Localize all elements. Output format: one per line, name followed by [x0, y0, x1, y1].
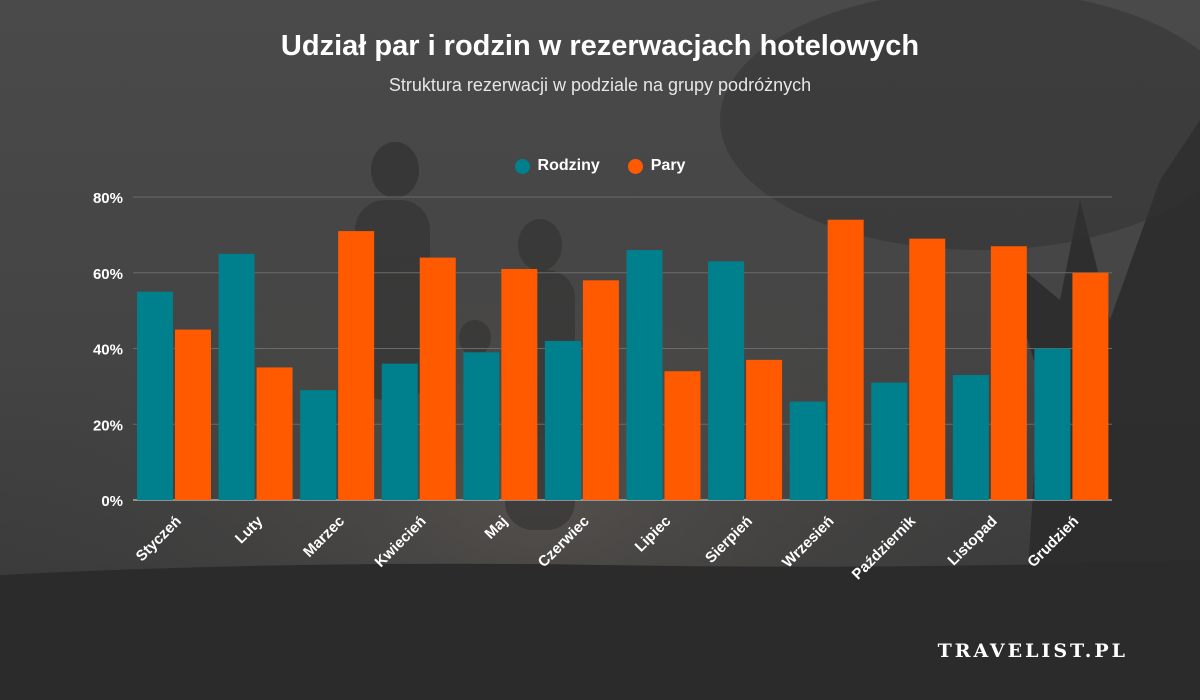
bar-rodziny — [218, 253, 255, 500]
legend-dot-pary — [627, 158, 643, 174]
bar-pary — [746, 359, 783, 500]
bar-rodziny — [952, 375, 989, 500]
bar-rodziny — [137, 291, 173, 500]
x-tick-label: Wrzesień — [779, 513, 837, 571]
bar-rodziny — [871, 382, 908, 500]
x-tick-label: Maj — [481, 513, 511, 543]
x-tick-label: Październik — [849, 512, 920, 583]
bar-pary — [338, 231, 375, 500]
y-tick-label: 80% — [93, 190, 123, 207]
bar-rodziny — [300, 390, 337, 500]
brand-logo: TRAVELIST.PL — [937, 640, 1128, 662]
bar-pary — [909, 238, 946, 500]
x-tick-label: Lipiec — [632, 513, 675, 556]
x-tick-label: Kwiecień — [372, 513, 430, 571]
bar-rodziny — [789, 401, 826, 500]
x-tick-label: Sierpień — [702, 513, 756, 567]
x-tick-label: Luty — [232, 512, 267, 547]
x-tick-label: Czerwiec — [535, 513, 593, 571]
y-tick-label: 0% — [101, 493, 123, 510]
bar-rodziny — [544, 340, 581, 500]
bar-rodziny — [381, 363, 418, 500]
bar-rodziny — [463, 352, 500, 500]
bar-pary — [419, 257, 456, 500]
y-tick-label: 20% — [93, 417, 123, 434]
x-tick-label: Grudzień — [1024, 513, 1082, 571]
bar-rodziny — [626, 250, 663, 500]
legend-dot-rodziny — [514, 158, 530, 174]
x-tick-label: Marzec — [300, 513, 348, 561]
y-tick-label: 60% — [93, 266, 123, 283]
bar-rodziny — [708, 261, 745, 500]
legend-item-rodziny[interactable]: Rodziny — [514, 157, 600, 175]
legend-label-pary: Pary — [650, 157, 686, 174]
chart-legend: Rodziny Pary — [0, 157, 1200, 175]
bar-pary — [990, 246, 1027, 500]
bar-pary — [501, 268, 538, 500]
x-tick-label: Listopad — [944, 513, 1000, 569]
bar-pary — [827, 219, 864, 500]
y-tick-label: 40% — [93, 342, 123, 359]
legend-label-rodziny: Rodziny — [537, 157, 600, 174]
chart-subtitle: Struktura rezerwacji w podziale na grupy… — [388, 75, 812, 95]
bar-pary — [175, 329, 211, 500]
chart-title: Udział par i rodzin w rezerwacjach hotel… — [280, 30, 920, 62]
bar-rodziny — [1034, 348, 1071, 500]
bar-pary — [582, 280, 619, 500]
bar-pary — [256, 367, 293, 500]
bar-pary — [1072, 272, 1109, 500]
x-tick-label: Styczeń — [133, 513, 185, 565]
legend-item-pary[interactable]: Pary — [627, 157, 686, 175]
bar-pary — [664, 371, 701, 500]
